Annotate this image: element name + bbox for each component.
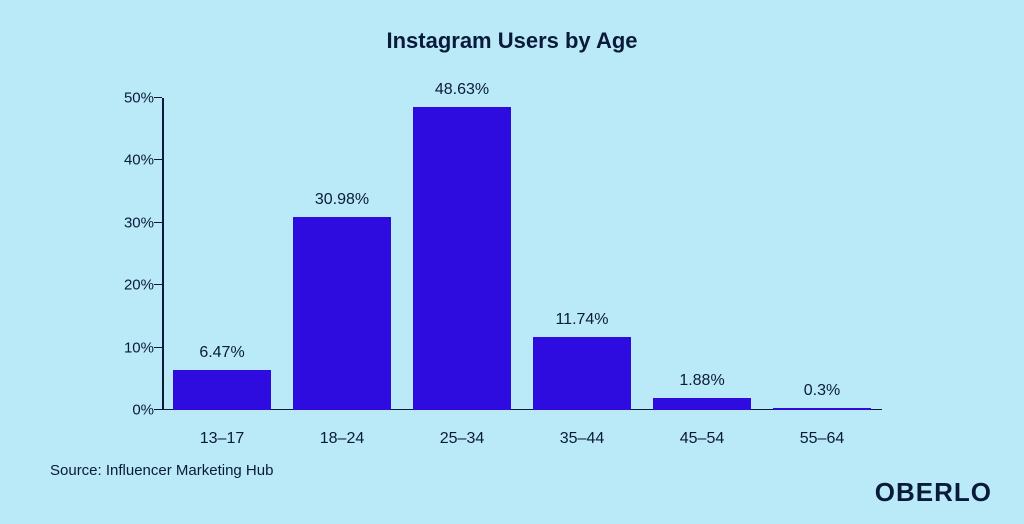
y-tick-mark xyxy=(154,409,162,410)
bar xyxy=(173,370,271,410)
x-category-label: 18–24 xyxy=(282,430,402,448)
bar xyxy=(773,408,871,410)
bar-value-label: 0.3% xyxy=(762,382,882,400)
y-tick-mark xyxy=(154,222,162,223)
y-tick-mark xyxy=(154,159,162,160)
bar xyxy=(533,337,631,410)
y-tick-label: 30% xyxy=(124,214,154,231)
x-category-label: 35–44 xyxy=(522,430,642,448)
y-tick-mark xyxy=(154,284,162,285)
bar-value-label: 1.88% xyxy=(642,372,762,390)
bar-value-label: 48.63% xyxy=(402,81,522,99)
bar xyxy=(653,398,751,410)
chart-area: 0%10%20%30%40%50% 6.47%13–1730.98%18–244… xyxy=(162,98,882,410)
bar-slot: 6.47%13–17 xyxy=(162,98,282,410)
chart-title: Instagram Users by Age xyxy=(0,28,1024,54)
bar-value-label: 11.74% xyxy=(522,311,642,329)
bar-slot: 30.98%18–24 xyxy=(282,98,402,410)
canvas: Instagram Users by Age 0%10%20%30%40%50%… xyxy=(0,0,1024,524)
y-tick-label: 50% xyxy=(124,90,154,107)
x-category-label: 25–34 xyxy=(402,430,522,448)
y-tick-label: 40% xyxy=(124,152,154,169)
bar xyxy=(293,217,391,410)
y-tick-label: 20% xyxy=(124,277,154,294)
bar-slot: 0.3%55–64 xyxy=(762,98,882,410)
x-category-label: 55–64 xyxy=(762,430,882,448)
bar-slot: 11.74%35–44 xyxy=(522,98,642,410)
y-tick-label: 0% xyxy=(132,402,154,419)
x-category-label: 13–17 xyxy=(162,430,282,448)
bar-value-label: 6.47% xyxy=(162,344,282,362)
bar-slot: 1.88%45–54 xyxy=(642,98,762,410)
bar xyxy=(413,107,511,410)
y-tick-mark xyxy=(154,347,162,348)
y-tick-mark xyxy=(154,97,162,98)
y-tick-label: 10% xyxy=(124,339,154,356)
source-text: Source: Influencer Marketing Hub xyxy=(50,462,273,479)
x-category-label: 45–54 xyxy=(642,430,762,448)
brand-logo: OBERLO xyxy=(875,477,992,508)
bar-value-label: 30.98% xyxy=(282,191,402,209)
bars-container: 6.47%13–1730.98%18–2448.63%25–3411.74%35… xyxy=(162,98,882,410)
bar-slot: 48.63%25–34 xyxy=(402,98,522,410)
